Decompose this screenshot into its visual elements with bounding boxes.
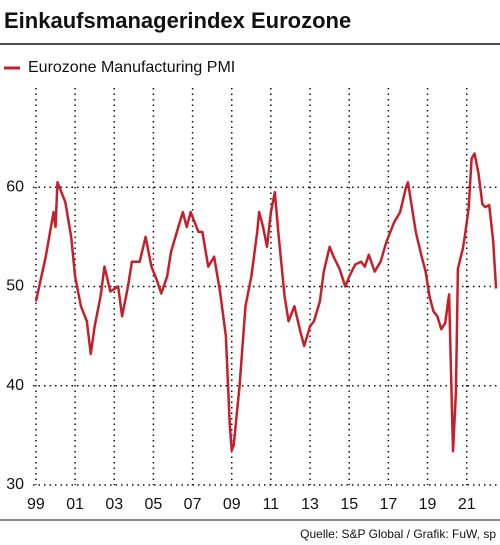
legend-label: Eurozone Manufacturing PMI — [28, 59, 235, 76]
x-tick-label: 01 — [66, 496, 84, 513]
x-tick-label: 03 — [105, 496, 123, 513]
x-tick-label: 21 — [458, 496, 476, 513]
x-tick-label: 07 — [184, 496, 202, 513]
y-tick-label: 50 — [6, 278, 24, 295]
line — [34, 152, 498, 453]
y-tick-label: 60 — [6, 178, 24, 195]
y-tick-label: 30 — [6, 476, 24, 493]
source: Quelle: S&P Global / Grafik: FuW, sp — [300, 527, 496, 541]
x-tick-label: 09 — [223, 496, 241, 513]
x-tick-label: 19 — [419, 496, 437, 513]
x-tick-label: 17 — [379, 496, 397, 513]
chart-title: Einkaufsmanagerindex Eurozone — [4, 8, 351, 33]
x-tick-label: 15 — [340, 496, 358, 513]
x-tick-label: 99 — [27, 496, 45, 513]
x-tick-label: 13 — [301, 496, 319, 513]
y-tick-label: 40 — [6, 377, 24, 394]
x-tick-label: 11 — [263, 496, 280, 513]
x-tick-label: 05 — [145, 496, 163, 513]
